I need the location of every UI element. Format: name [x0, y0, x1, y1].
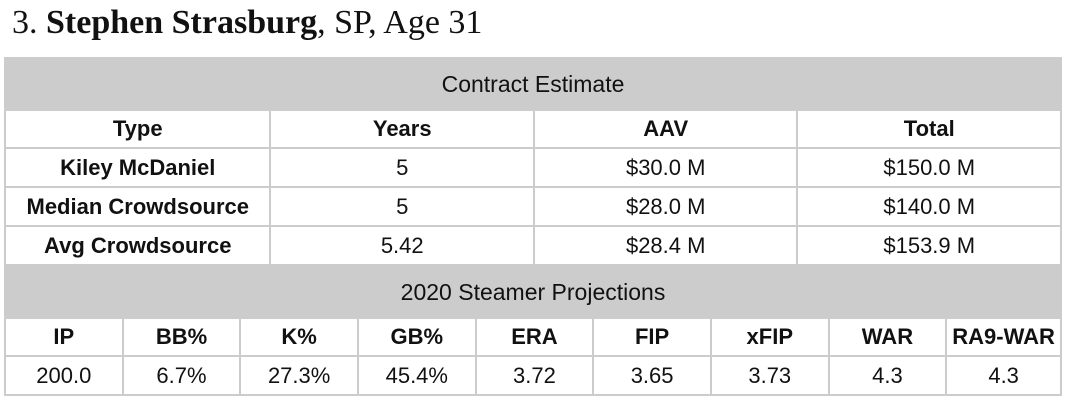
row-type-median-crowdsource: Median Crowdsource [3, 186, 272, 227]
table-row: Kiley McDaniel 5 $30.0 M $150.0 M [3, 147, 1062, 188]
column-header-xfip: xFIP [709, 317, 830, 357]
cell-k-pct: 27.3% [239, 355, 359, 396]
cell-aav: $28.4 M [532, 225, 799, 266]
steamer-projections-title: 2020 Steamer Projections [4, 265, 1062, 319]
column-header-fip: FIP [592, 317, 712, 357]
contract-estimate-table: Contract Estimate Type Years AAV Total K… [3, 57, 1062, 266]
steamer-header-row: IP BB% K% GB% ERA FIP xFIP WAR RA9-WAR [4, 317, 1062, 357]
cell-ra9-war: 4.3 [945, 355, 1062, 396]
cell-era: 3.72 [474, 355, 595, 396]
table-row: Median Crowdsource 5 $28.0 M $140.0 M [3, 186, 1062, 227]
column-header-k-pct: K% [239, 317, 359, 357]
column-header-aav: AAV [532, 109, 799, 149]
cell-total: $150.0 M [796, 147, 1062, 188]
cell-ip: 200.0 [4, 355, 124, 396]
steamer-projections-table: 2020 Steamer Projections IP BB% K% GB% E… [4, 265, 1062, 396]
player-heading: 3. Stephen Strasburg, SP, Age 31 [12, 0, 482, 52]
column-header-ip: IP [4, 317, 124, 357]
contract-header-row: Type Years AAV Total [3, 109, 1062, 149]
cell-war: 4.3 [827, 355, 948, 396]
contract-estimate-title: Contract Estimate [4, 57, 1062, 111]
cell-years: 5 [269, 147, 535, 188]
table-row: Avg Crowdsource 5.42 $28.4 M $153.9 M [3, 225, 1062, 266]
player-details: , SP, Age 31 [317, 4, 483, 41]
column-header-bb-pct: BB% [121, 317, 242, 357]
cell-total: $140.0 M [796, 186, 1062, 227]
cell-fip: 3.65 [592, 355, 712, 396]
column-header-total: Total [796, 109, 1062, 149]
column-header-war: WAR [827, 317, 948, 357]
column-header-era: ERA [474, 317, 595, 357]
row-type-kiley-mcdaniel: Kiley McDaniel [3, 147, 272, 188]
cell-bb-pct: 6.7% [121, 355, 242, 396]
column-header-years: Years [269, 109, 535, 149]
cell-xfip: 3.73 [709, 355, 830, 396]
cell-total: $153.9 M [796, 225, 1062, 266]
player-rank: 3. [12, 4, 38, 41]
cell-gb-pct: 45.4% [356, 355, 477, 396]
table-row: 200.0 6.7% 27.3% 45.4% 3.72 3.65 3.73 4.… [4, 355, 1062, 396]
cell-years: 5 [269, 186, 535, 227]
player-name: Stephen Strasburg [46, 4, 318, 41]
row-type-avg-crowdsource: Avg Crowdsource [3, 225, 272, 266]
cell-aav: $28.0 M [532, 186, 799, 227]
column-header-type: Type [3, 109, 272, 149]
column-header-ra9-war: RA9-WAR [945, 317, 1062, 357]
cell-aav: $30.0 M [532, 147, 799, 188]
cell-years: 5.42 [269, 225, 535, 266]
column-header-gb-pct: GB% [356, 317, 477, 357]
